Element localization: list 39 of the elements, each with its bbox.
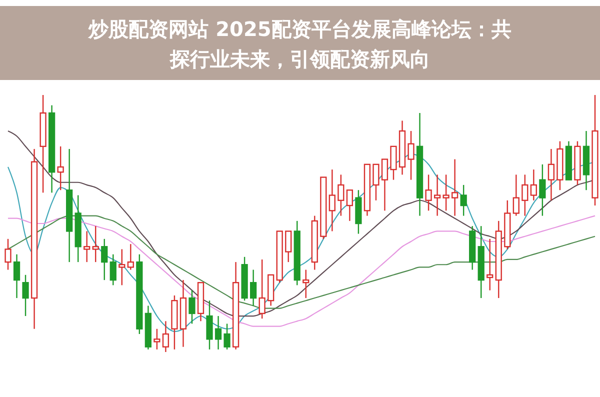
- candlestick: [469, 225, 476, 270]
- candlestick: [232, 261, 240, 350]
- candlestick: [180, 279, 187, 348]
- candlestick: [250, 269, 257, 306]
- candlestick: [495, 220, 502, 299]
- candlestick: [144, 305, 152, 350]
- candlestick: [127, 243, 134, 270]
- candlestick: [338, 174, 344, 216]
- candlestick: [74, 194, 82, 263]
- candlestick: [84, 230, 90, 263]
- candlestick: [522, 174, 528, 216]
- candlestick: [530, 168, 537, 201]
- candlestick: [442, 174, 450, 212]
- candlestick: [30, 148, 38, 330]
- candlestick: [40, 94, 46, 194]
- candlestick: [162, 320, 170, 353]
- candlestick: [302, 269, 310, 299]
- candlestick: [328, 168, 336, 232]
- candlestick: [66, 148, 73, 263]
- chart-title: 炒股配资网站 2025配资平台发展高峰论坛：共探行业未来，引领配资新风向: [88, 17, 512, 71]
- candlestick: [408, 130, 414, 180]
- candlestick: [118, 248, 126, 286]
- candlestick: [539, 164, 546, 216]
- candlestick: [460, 184, 467, 216]
- candlestick: [92, 225, 99, 263]
- candlestick: [425, 174, 432, 212]
- candlestick: [48, 104, 56, 194]
- candlestick: [214, 315, 222, 350]
- candlestick: [548, 148, 555, 201]
- candlestick: [486, 238, 494, 291]
- candlestick: [478, 225, 484, 299]
- candlestick: [434, 174, 441, 216]
- candlestick: [452, 158, 458, 216]
- candlestick: [582, 130, 590, 191]
- candlestick: [416, 112, 424, 216]
- candlestick: [398, 120, 406, 176]
- candlestick: [13, 254, 20, 299]
- candlestick: [57, 146, 64, 191]
- candlestick: [206, 300, 213, 350]
